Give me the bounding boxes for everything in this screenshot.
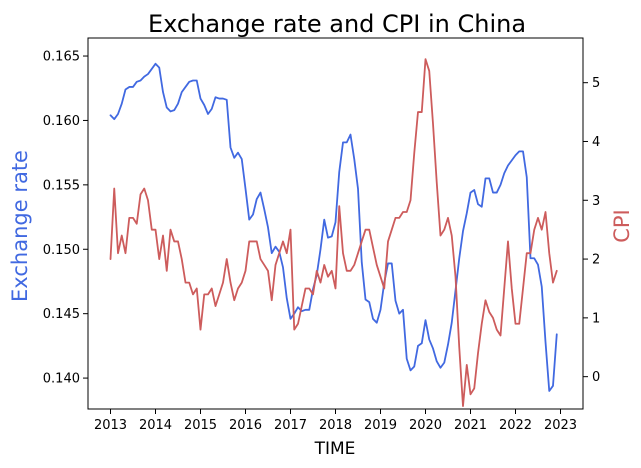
x-tick-label: 2017 [274, 418, 307, 433]
y-right-tick-label: 0 [592, 370, 600, 385]
y-left-tick-label: 0.155 [43, 178, 80, 193]
y-axis-right-label: CPI [610, 209, 634, 243]
x-axis-label: TIME [314, 439, 356, 459]
cpi-series-line [109, 58, 558, 407]
y-right-tick-label: 2 [592, 253, 600, 268]
series-layer [109, 58, 558, 407]
x-tick-label: 2014 [139, 418, 172, 433]
x-tick-label: 2022 [499, 418, 532, 433]
x-axis: 2013 2014 2015 2016 2017 2018 2019 2020 2021 2022… [94, 409, 577, 433]
x-tick-label: 2015 [184, 418, 217, 433]
x-tick-label: 2018 [319, 418, 352, 433]
y-right-tick-label: 1 [592, 311, 600, 326]
y-axis-left: 0.140 0.145 0.150 0.155 0.160 0.165 [43, 50, 88, 387]
x-tick-label: 2019 [364, 418, 397, 433]
y-right-tick-label: 5 [592, 76, 600, 91]
x-tick-label: 2021 [454, 418, 487, 433]
y-left-tick-label: 0.140 [43, 372, 80, 387]
y-left-tick-label: 0.160 [43, 114, 80, 129]
y-right-tick-label: 4 [592, 135, 600, 150]
x-tick-label: 2013 [94, 418, 127, 433]
x-tick-label: 2016 [229, 418, 262, 433]
y-right-tick-label: 3 [592, 194, 600, 209]
exchange-series-line [109, 62, 558, 392]
x-tick-label: 2023 [544, 418, 577, 433]
y-axis-left-label: Exchange rate [8, 150, 32, 302]
y-axis-right: 0 1 2 3 4 5 [583, 76, 600, 385]
chart-title: Exchange rate and CPI in China [148, 10, 526, 38]
y-left-tick-label: 0.165 [43, 50, 80, 65]
x-tick-label: 2020 [409, 418, 442, 433]
y-left-tick-label: 0.150 [43, 243, 80, 258]
y-left-tick-label: 0.145 [43, 307, 80, 322]
